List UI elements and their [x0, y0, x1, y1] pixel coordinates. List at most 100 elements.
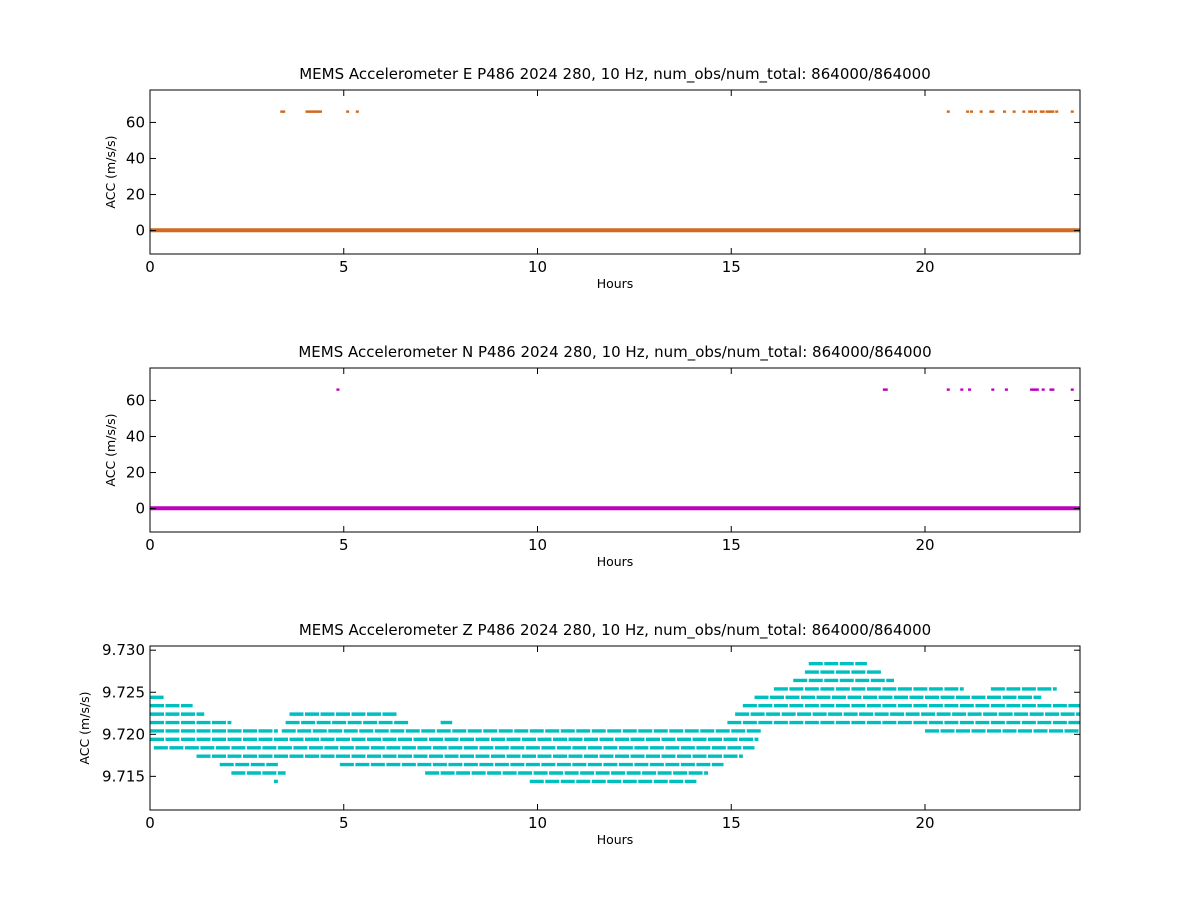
subplot-e-outlier-point [979, 110, 983, 113]
subplot-n-frame [149, 367, 1081, 533]
subplot-n-ytick-label: 0 [135, 500, 145, 518]
subplot-n-xtick-label: 10 [528, 536, 547, 554]
subplot-e-ytick-label: 0 [135, 222, 145, 240]
subplot-e-outlier-point [1002, 110, 1006, 113]
subplot-n-outlier-point [968, 388, 972, 391]
subplot-e-outlier-point [305, 110, 309, 113]
subplot-n-outlier-point [960, 388, 964, 391]
subplot-e-outlier-point [307, 110, 311, 113]
subplot-e-outlier-point [311, 110, 315, 113]
subplot-e-outlier-point [1045, 110, 1049, 113]
subplot-e-xtick-label: 20 [915, 258, 934, 276]
subplot-e-outlier-point [991, 110, 995, 113]
subplot-n-ytick-label: 20 [126, 464, 145, 482]
subplot-e-outlier-point [1022, 110, 1026, 113]
subplot-e-outlier-point [282, 110, 286, 113]
subplot-z-ytick-label: 9.720 [102, 725, 145, 743]
subplot-e-outlier-point [280, 110, 284, 113]
subplot-z-xticks: 0 5 10 15 20 [145, 646, 935, 832]
subplot-z-xtick-label: 20 [915, 814, 934, 832]
subplot-z-frame [149, 645, 1081, 811]
subplot-e-outlier-point [346, 110, 350, 113]
subplot-n-ytick-label: 60 [126, 391, 145, 409]
subplot-n-outlier-point [946, 388, 950, 391]
subplot-e-yticks: 0 20 40 60 [126, 113, 1080, 240]
subplot-z-xtick-label: 0 [145, 814, 155, 832]
subplot-n-ylabel: ACC (m/s/s) [103, 413, 118, 486]
subplot-e-outlier-point [1055, 110, 1059, 113]
subplot-e-marks [150, 110, 1080, 233]
subplot-n-ytick-label: 40 [126, 427, 145, 445]
subplot-n-outlier-point [1032, 388, 1035, 391]
subplot-e-ytick-label: 20 [126, 186, 145, 204]
subplot-n-yticks: 0 20 40 60 [126, 391, 1080, 518]
subplot-z-title: MEMS Accelerometer Z P486 2024 280, 10 H… [299, 621, 931, 640]
subplot-e-title: MEMS Accelerometer E P486 2024 280, 10 H… [299, 65, 931, 84]
subplot-e-outlier-point [989, 110, 993, 113]
subplot-z-xlabel: Hours [597, 832, 634, 847]
subplot-e-outlier-point [309, 110, 313, 113]
subplot-e-outlier-point [1039, 110, 1043, 113]
subplot-n-outlier-point [1033, 388, 1037, 391]
subplot-e-outlier-point [1028, 110, 1032, 113]
subplot-e-xtick-label: 10 [528, 258, 547, 276]
subplot-e-ylabel: ACC (m/s/s) [103, 135, 118, 208]
subplot-n-outlier-point [1041, 388, 1045, 391]
subplot-z-ytick-label: 9.715 [102, 767, 145, 785]
subplot-z-xtick-label: 10 [528, 814, 547, 832]
subplot-e-outlier-point [355, 110, 359, 113]
subplot-z-xtick-label: 5 [339, 814, 349, 832]
subplot-e-outlier-point [1041, 110, 1045, 113]
subplot-n-marks [150, 388, 1080, 511]
subplot-e-xtick-label: 5 [339, 258, 349, 276]
subplot-e-outlier-point [1012, 110, 1016, 113]
subplot-e-ytick-label: 60 [126, 113, 145, 131]
subplot-z: MEMS Accelerometer Z P486 2024 280, 10 H… [77, 621, 1081, 847]
subplot-e-xtick-label: 0 [145, 258, 155, 276]
subplot-n-xlabel: Hours [597, 554, 634, 569]
subplot-e-outlier-point [1047, 110, 1051, 113]
subplot-n-outlier-point [1070, 388, 1074, 391]
subplot-e-outlier-point [313, 110, 317, 113]
subplot-n-outlier-point [1004, 388, 1008, 391]
subplot-e-outlier-point [315, 110, 319, 113]
subplot-n-outlier-point [336, 388, 340, 391]
subplot-e-outlier-point [1070, 110, 1074, 113]
subplot-e: MEMS Accelerometer E P486 2024 280, 10 H… [103, 65, 1081, 291]
subplot-n-xtick-label: 0 [145, 536, 155, 554]
subplot-n-outlier-point [1035, 388, 1039, 391]
subplot-n-title: MEMS Accelerometer N P486 2024 280, 10 H… [298, 343, 931, 362]
subplot-e-xticks: 0 5 10 15 20 [145, 90, 935, 276]
subplot-n-outlier-point [991, 388, 995, 391]
subplot-n-outlier-point [1030, 388, 1034, 391]
subplot-e-xtick-label: 15 [722, 258, 741, 276]
subplot-e-outlier-point [970, 110, 973, 113]
subplot-e-ytick-label: 40 [126, 149, 145, 167]
subplot-n-xtick-label: 15 [722, 536, 741, 554]
subplot-z-ylabel: ACC (m/s/s) [77, 691, 92, 764]
subplot-e-outlier-point [319, 110, 322, 113]
subplot-n-outlier-point [1051, 388, 1055, 391]
subplot-e-outlier-point [946, 110, 950, 113]
subplot-e-xlabel: Hours [597, 276, 634, 291]
subplot-n-xtick-label: 20 [915, 536, 934, 554]
subplot-e-outlier-point [317, 110, 321, 113]
subplot-n-outlier-point [1049, 388, 1053, 391]
subplot-n-outlier-point [884, 388, 888, 391]
subplot-e-outlier-point [1049, 110, 1053, 113]
subplot-e-outlier-point [966, 110, 970, 113]
subplot-z-marks [150, 661, 1080, 784]
subplot-e-outlier-point [1030, 110, 1034, 113]
subplot-e-outlier-point [1033, 110, 1037, 113]
subplot-z-ytick-label: 9.730 [102, 641, 145, 659]
subplot-n-xticks: 0 5 10 15 20 [145, 368, 935, 554]
subplot-z-ytick-label: 9.725 [102, 683, 145, 701]
subplot-z-yticks: 9.715 9.720 9.725 9.730 [102, 641, 1080, 785]
subplot-n-outlier-point [882, 388, 886, 391]
subplot-n: MEMS Accelerometer N P486 2024 280, 10 H… [103, 343, 1081, 569]
subplot-e-outlier-point [1051, 110, 1055, 113]
subplot-n-xtick-label: 5 [339, 536, 349, 554]
subplot-e-frame [149, 89, 1081, 255]
